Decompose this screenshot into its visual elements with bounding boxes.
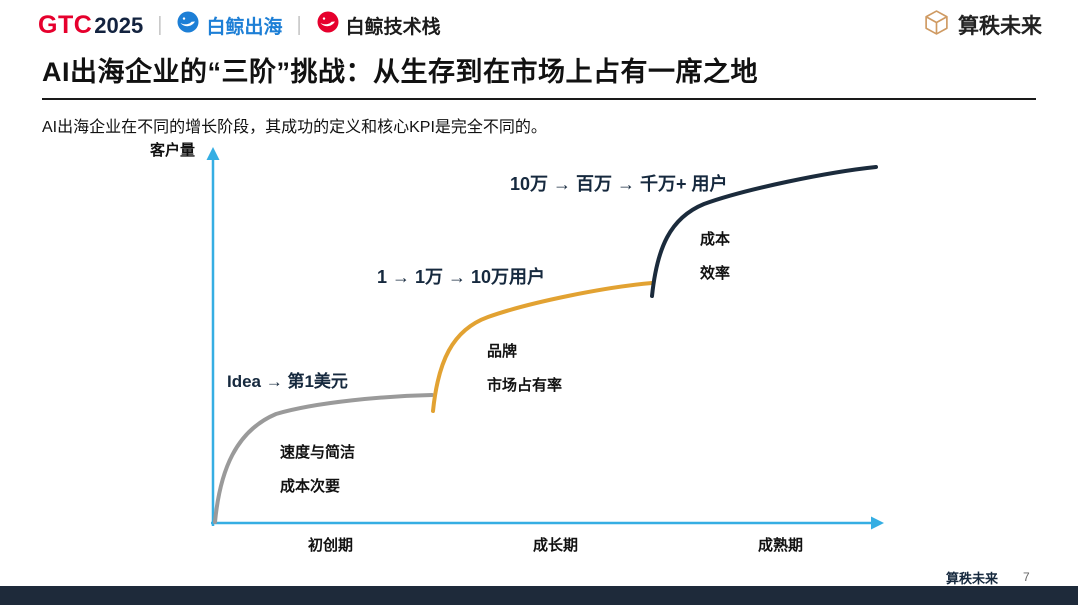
y-axis-label: 客户量 [150,142,196,159]
baijing-tech-stack-logo: 白鲸技术栈 [316,10,441,40]
stage1-kpis: 速度与简洁 成本次要 [280,441,355,509]
kpi-line: 品牌 [487,343,518,360]
x-axis-label-stage3: 成熟期 [758,537,804,554]
whale-icon [176,10,200,40]
stage2-kpis: 品牌 市场占有率 [487,340,562,408]
logo-divider: | [296,13,302,36]
stage3-kpis: 成本 效率 [700,228,730,296]
gtc-year-text: 2025 [94,12,144,38]
baijing-tech-stack-label: 白鲸技术栈 [345,16,441,38]
gtc-logo: GTC 2025 [38,11,143,40]
kpi-line: 效率 [700,265,731,282]
gtc-brand-text: GTC [38,10,93,39]
y-axis-arrow-icon [206,147,220,160]
kpi-line: 市场占有率 [487,377,563,394]
x-axis-label-stage1: 初创期 [308,537,354,554]
subtitle: AI出海企业在不同的增长阶段，其成功的定义和核心KPI是完全不同的。 [42,119,547,136]
whale-icon [316,10,340,40]
stage3-milestone: 10万 → 百万 → 千万+ 用户 [510,174,728,194]
stage1-milestone: Idea → 第1美元 [227,372,348,391]
kpi-line: 速度与简洁 [280,444,356,461]
x-axis-label-stage2: 成长期 [533,537,579,554]
title-divider [42,98,1036,100]
page-number: 7 [1023,570,1030,584]
kpi-line: 成本 [700,231,731,248]
cube-icon [923,9,950,42]
kpi-line: 成本次要 [280,478,341,495]
footer-brand: 算秩未来 [946,571,999,586]
x-axis-arrow-icon [871,516,884,530]
stage2-milestone: 1 → 1万 → 10万用户 [377,267,546,287]
suanzhi-future-label: 算秩未来 [958,15,1042,38]
header: GTC 2025 | 白鲸出海 | 白鲸技术栈 [38,8,1042,42]
footer-bar [0,586,1078,605]
suanzhi-future-logo: 算秩未来 [923,9,1042,42]
baijing-chuhai-logo: 白鲸出海 [176,10,282,40]
page-title: AI出海企业的“三阶”挑战：从生存到在市场上占有一席之地 [42,57,758,87]
logo-divider: | [157,13,163,36]
baijing-chuhai-label: 白鲸出海 [206,16,283,38]
